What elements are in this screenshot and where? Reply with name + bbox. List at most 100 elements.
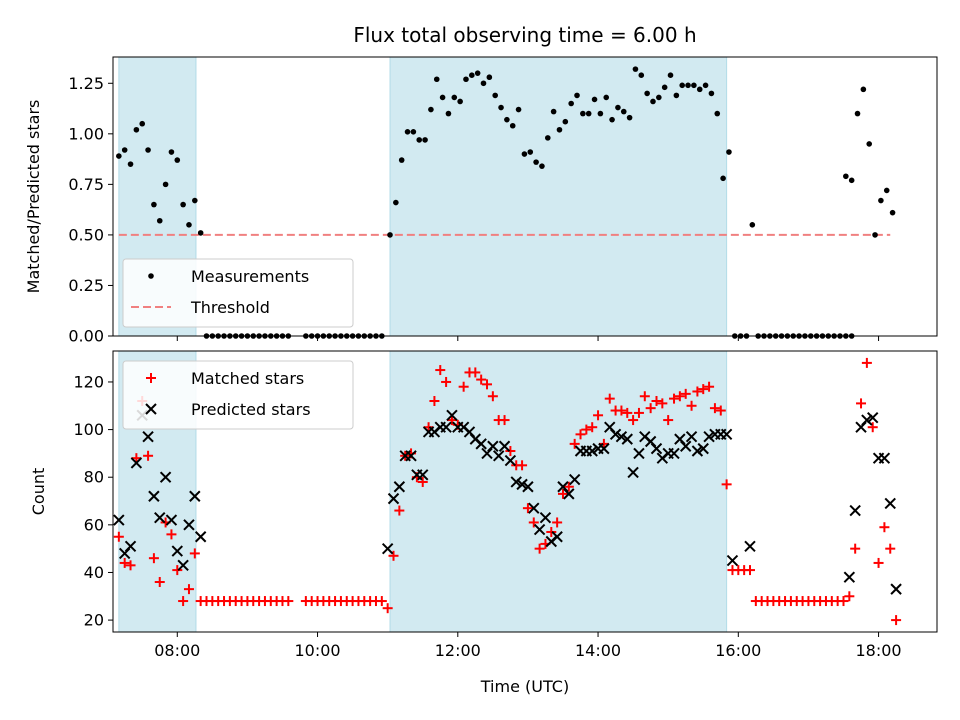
matched-star-point (744, 565, 755, 576)
measurement-point (162, 181, 169, 188)
marker-stroke (510, 476, 522, 488)
measurement-point (597, 110, 604, 117)
matched-star-point (470, 367, 481, 378)
matched-star-point (435, 365, 446, 376)
matched-star-point (569, 438, 580, 449)
measurement-point (515, 106, 522, 113)
measurement-point (749, 222, 756, 228)
measurement-point (691, 82, 697, 89)
marker-stroke (726, 554, 739, 567)
matched-star-point (534, 543, 545, 554)
predicted-star-point (726, 554, 739, 567)
predicted-star-point (405, 450, 417, 462)
y-tick-label: 0.25 (68, 276, 104, 295)
marker-stroke (744, 540, 756, 552)
predicted-star-point (440, 421, 452, 433)
marker-stroke (177, 559, 189, 572)
matched-star-point (429, 396, 440, 407)
predicted-star-point (744, 540, 756, 552)
y-tick-label: 1.25 (68, 74, 104, 93)
measurement-point (638, 72, 645, 78)
matched-star-point (458, 381, 469, 392)
measurement-point (527, 149, 534, 155)
marker-stroke (644, 435, 657, 448)
measurement-point (504, 116, 510, 123)
predicted-star-point (533, 523, 546, 536)
measurement-point (451, 94, 458, 101)
measurement-point (860, 86, 867, 93)
marker-stroke (849, 504, 861, 517)
predicted-star-point (492, 450, 505, 462)
predicted-star-point (177, 559, 189, 572)
marker-stroke (487, 440, 499, 452)
matched-star-point (721, 479, 732, 490)
measurement-point (404, 129, 411, 135)
marker-stroke (463, 426, 476, 438)
measurement-point (197, 230, 204, 236)
x-tick-label: 08:00 (154, 641, 200, 660)
marker-stroke (159, 471, 172, 483)
y-tick-label: 0.75 (68, 175, 104, 194)
measurement-point (127, 161, 134, 167)
matched-star-point (657, 398, 668, 409)
matched-star-point (645, 403, 656, 414)
measurement-point (433, 76, 440, 83)
measurement-point (656, 94, 662, 101)
predicted-star-point (609, 428, 622, 441)
marker-stroke (843, 571, 856, 583)
measurement-point (679, 82, 686, 89)
count-legend: Matched stars Predicted stars (122, 360, 354, 430)
ratio-y-axis-label: Matched/Predicted stars (24, 100, 43, 294)
measurement-point (533, 159, 539, 165)
predicted-star-point (539, 511, 552, 524)
matched-star-point (674, 391, 685, 402)
marker-stroke (469, 433, 482, 445)
matched-stars-series (113, 357, 902, 626)
measurement-point (615, 104, 621, 111)
matched-star-point (639, 391, 650, 402)
matched-star-point (476, 374, 487, 385)
measurement-point (708, 90, 715, 97)
marker-stroke (639, 431, 651, 443)
measurement-point (726, 149, 732, 155)
marker-stroke (568, 473, 581, 486)
measurement-point (492, 92, 498, 99)
matched-star-point (680, 388, 691, 399)
matched-star-point (528, 517, 539, 528)
matched-star-point (183, 584, 194, 595)
matched-star-point (382, 603, 393, 614)
matched-star-point (704, 381, 715, 392)
measurement-point (168, 149, 175, 155)
measurement-point (585, 110, 592, 117)
legend-box (122, 258, 354, 328)
legend-predicted-label: Predicted stars (191, 400, 311, 419)
predicted-star-point (516, 478, 528, 491)
predicted-star-point (381, 542, 394, 555)
predicted-star-point (154, 511, 166, 524)
predicted-star-point (720, 428, 733, 441)
predicted-star-point (528, 502, 540, 514)
marker-stroke (194, 531, 207, 543)
matched-star-point (417, 476, 428, 487)
matched-star-point (376, 596, 387, 607)
marker-stroke (668, 447, 680, 460)
predicted-star-point (621, 433, 633, 445)
marker-stroke (381, 542, 394, 555)
measurement-point (486, 74, 493, 81)
count-axes-frame (112, 350, 938, 633)
ratio-y-ticks: 0.00 0.25 0.50 0.75 1.00 1.25 (68, 74, 113, 346)
predicted-star-point (387, 492, 400, 505)
matched-star-point (692, 386, 703, 397)
matched-star-point (698, 384, 709, 395)
marker-stroke (685, 431, 698, 443)
marker-stroke (551, 531, 563, 543)
y-tick-label: 100 (73, 420, 104, 439)
measurement-point (192, 197, 198, 204)
matched-star-point (598, 438, 609, 449)
predicted-star-point (475, 438, 487, 450)
measurement-point (661, 84, 668, 91)
predicted-star-point (171, 545, 183, 557)
matched-star-point (850, 543, 861, 554)
marker-stroke (557, 481, 569, 493)
predicted-star-point (183, 519, 195, 531)
